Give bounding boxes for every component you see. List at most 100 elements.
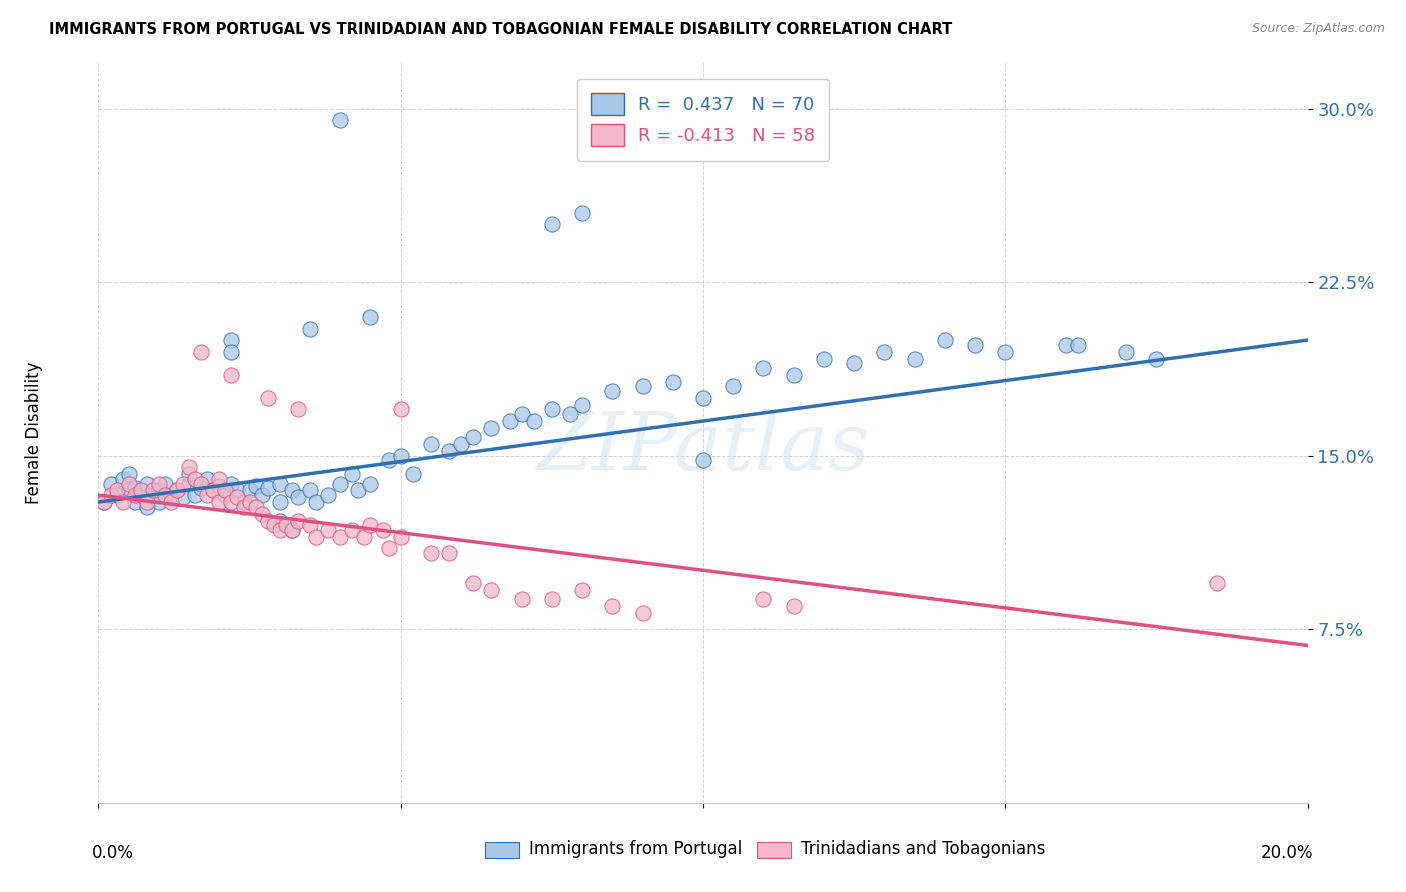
Point: [389, 530, 412, 544]
Point: [274, 518, 297, 533]
Point: [202, 483, 225, 498]
Point: [873, 344, 896, 359]
Point: [226, 491, 249, 505]
Point: [111, 495, 134, 509]
Point: [250, 488, 273, 502]
Point: [692, 391, 714, 405]
Point: [172, 476, 194, 491]
Point: [208, 495, 231, 509]
Point: [437, 546, 460, 560]
Point: [281, 483, 304, 498]
Point: [172, 491, 194, 505]
Point: [540, 592, 562, 607]
Point: [221, 495, 243, 509]
Point: [135, 500, 157, 514]
Point: [631, 379, 654, 393]
Point: [389, 402, 412, 417]
Point: [934, 333, 956, 347]
Point: [342, 523, 364, 537]
Point: [360, 476, 382, 491]
Point: [160, 488, 183, 502]
Point: [316, 523, 339, 537]
Point: [287, 491, 309, 505]
Point: [752, 592, 775, 607]
Point: [239, 483, 262, 498]
Point: [142, 488, 165, 502]
Point: [221, 333, 243, 347]
Point: [1144, 351, 1167, 366]
Point: [347, 483, 370, 498]
Point: [118, 476, 141, 491]
Point: [510, 592, 533, 607]
Point: [232, 500, 254, 514]
Point: [190, 344, 212, 359]
Point: [118, 467, 141, 482]
Point: [148, 495, 170, 509]
Text: Source: ZipAtlas.com: Source: ZipAtlas.com: [1251, 22, 1385, 36]
Point: [437, 444, 460, 458]
Point: [329, 530, 352, 544]
Point: [135, 495, 157, 509]
Point: [226, 483, 249, 498]
Point: [111, 472, 134, 486]
Text: Immigrants from Portugal: Immigrants from Portugal: [529, 839, 742, 858]
Point: [124, 488, 146, 502]
Point: [371, 523, 394, 537]
Text: ZIPatlas: ZIPatlas: [536, 409, 870, 486]
Point: [844, 356, 866, 370]
Point: [558, 407, 581, 421]
Point: [904, 351, 927, 366]
Point: [148, 483, 170, 498]
Point: [377, 541, 399, 556]
Point: [571, 206, 593, 220]
Point: [245, 500, 267, 514]
Point: [1206, 576, 1229, 591]
Point: [256, 391, 278, 405]
Point: [202, 483, 225, 498]
Point: [179, 467, 201, 482]
Point: [263, 518, 285, 533]
Point: [148, 476, 170, 491]
Point: [129, 483, 152, 498]
Point: [208, 479, 231, 493]
Point: [221, 344, 243, 359]
Point: [190, 476, 212, 491]
Point: [256, 514, 278, 528]
Text: IMMIGRANTS FROM PORTUGAL VS TRINIDADIAN AND TOBAGONIAN FEMALE DISABILITY CORRELA: IMMIGRANTS FROM PORTUGAL VS TRINIDADIAN …: [49, 22, 952, 37]
Point: [299, 483, 322, 498]
Point: [287, 402, 309, 417]
Point: [783, 599, 806, 614]
Point: [360, 518, 382, 533]
Point: [305, 495, 328, 509]
Point: [281, 523, 304, 537]
Point: [299, 321, 322, 335]
Bar: [758, 842, 792, 858]
Point: [540, 402, 562, 417]
Point: [783, 368, 806, 382]
Point: [692, 453, 714, 467]
Point: [463, 576, 485, 591]
Point: [420, 546, 443, 560]
Point: [245, 479, 267, 493]
Point: [1115, 344, 1137, 359]
Point: [602, 599, 624, 614]
Point: [281, 523, 304, 537]
Point: [142, 483, 165, 498]
Point: [166, 483, 188, 498]
Point: [184, 472, 207, 486]
Point: [420, 437, 443, 451]
Point: [1067, 337, 1090, 351]
Point: [1054, 337, 1077, 351]
Point: [100, 488, 122, 502]
Point: [329, 476, 352, 491]
Point: [389, 449, 412, 463]
Point: [239, 495, 262, 509]
Point: [105, 488, 128, 502]
Point: [124, 495, 146, 509]
Text: 0.0%: 0.0%: [93, 844, 134, 862]
Y-axis label: Female Disability: Female Disability: [25, 361, 42, 504]
Point: [179, 476, 201, 491]
Point: [118, 483, 141, 498]
Bar: [485, 842, 519, 858]
Point: [571, 582, 593, 597]
